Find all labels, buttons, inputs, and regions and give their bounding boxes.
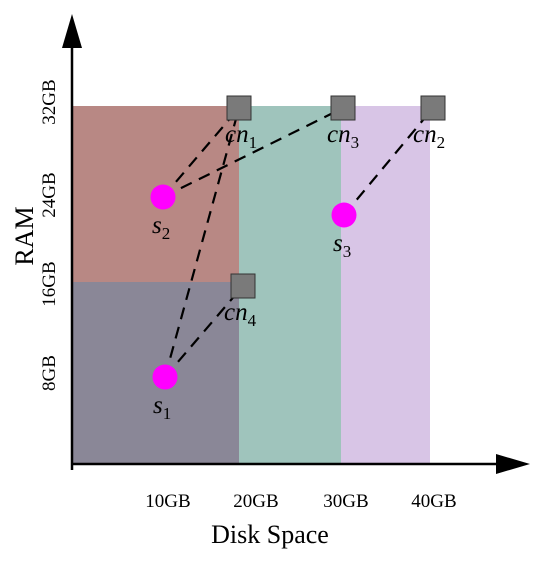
link-s1-cn1 bbox=[163, 107, 241, 378]
compute-node-cn1 bbox=[226, 95, 252, 121]
label-cn3: cn3 bbox=[327, 121, 359, 152]
y-axis-title: RAM bbox=[10, 206, 39, 265]
y-tick-label: 8GB bbox=[39, 355, 60, 391]
link-s3-cn2 bbox=[343, 107, 434, 216]
label-s3: s3 bbox=[333, 230, 351, 261]
link-s2-cn3 bbox=[162, 107, 344, 198]
compute-node-cn4 bbox=[230, 273, 256, 299]
label-s1: s1 bbox=[153, 392, 171, 423]
x-tick-label: 30GB bbox=[323, 491, 368, 512]
axes bbox=[62, 14, 530, 474]
compute-node-cn2 bbox=[420, 95, 446, 121]
y-tick-label: 24GB bbox=[39, 172, 60, 217]
x-axis-arrow-icon bbox=[496, 454, 530, 474]
link-group bbox=[162, 107, 434, 378]
server-s3 bbox=[331, 202, 357, 228]
y-axis-arrow-icon bbox=[62, 14, 82, 48]
x-tick-label: 10GB bbox=[145, 491, 190, 512]
x-axis-title: Disk Space bbox=[211, 520, 329, 549]
label-cn1: cn1 bbox=[225, 121, 257, 152]
label-cn2: cn2 bbox=[413, 121, 445, 152]
x-tick-label: 20GB bbox=[233, 491, 278, 512]
y-tick-label: 32GB bbox=[39, 79, 60, 124]
label-s2: s2 bbox=[152, 212, 170, 243]
compute-node-cn3 bbox=[330, 95, 356, 121]
region-right bbox=[341, 106, 430, 464]
x-tick-label: 40GB bbox=[411, 491, 456, 512]
server-s2 bbox=[150, 184, 176, 210]
label-cn4: cn4 bbox=[224, 299, 257, 330]
y-tick-label: 16GB bbox=[39, 261, 60, 306]
region-middle bbox=[239, 106, 341, 464]
server-s1 bbox=[152, 364, 178, 390]
